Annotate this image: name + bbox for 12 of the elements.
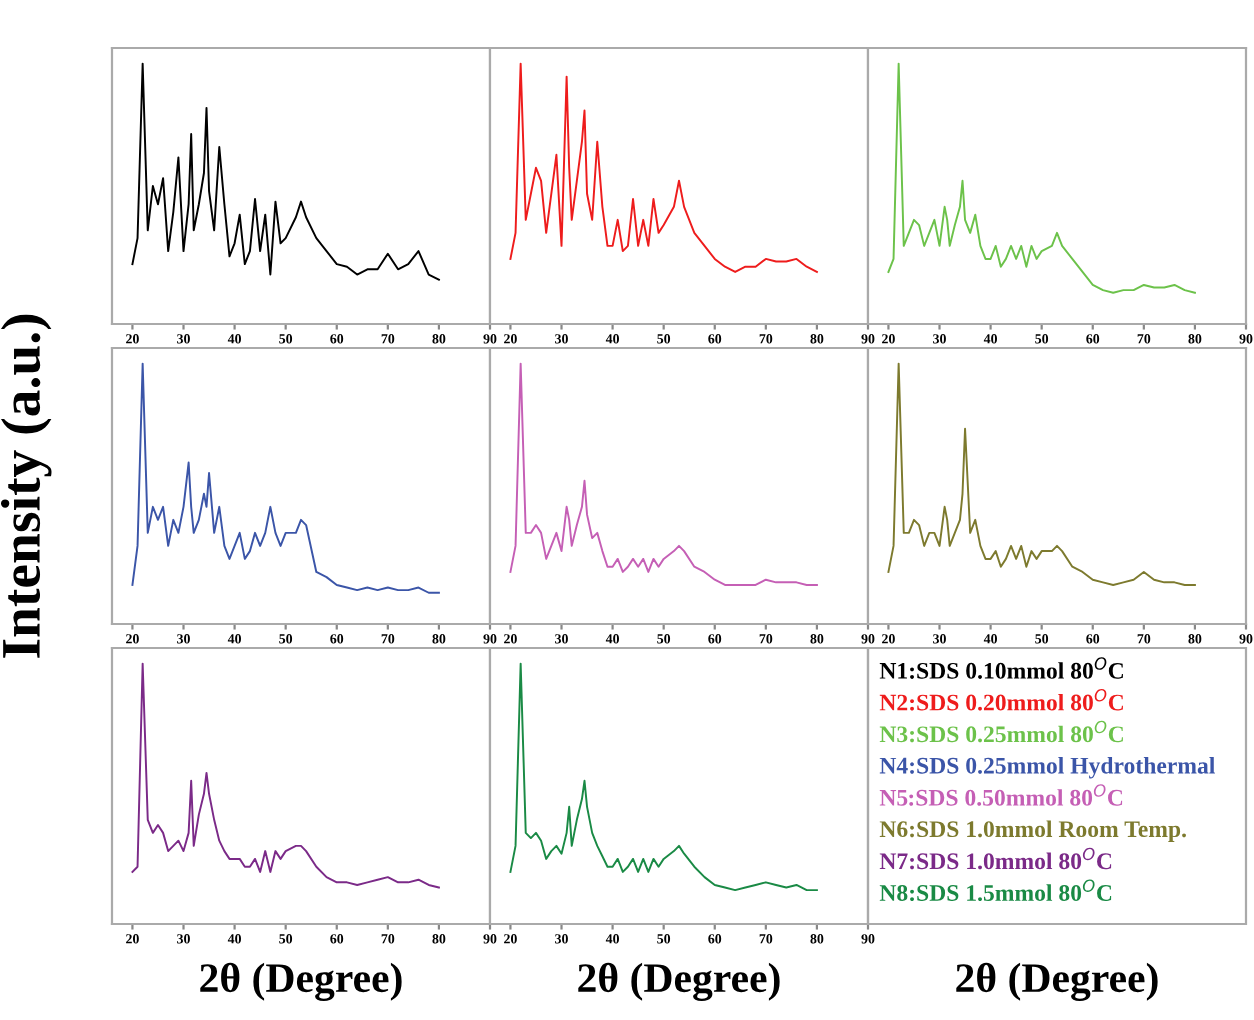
text: N8:SDS 1.5mmol 80$^{O}$C	[879, 879, 1112, 902]
text: N6:SDS 1.0mmol Room Temp.	[879, 820, 1186, 842]
text: 2θ (Degree)	[956, 962, 1158, 1001]
text: N1:SDS 0.10mmol 80$^{O}$C	[879, 657, 1123, 679]
x-axis-title: 2θ (Degree)	[578, 962, 780, 1001]
text: N7:SDS 1.0mmol 80$^{O}$C	[879, 847, 1112, 870]
text: N2:SDS 0.20mmol 80$^{O}$C	[879, 688, 1123, 711]
text: N5:SDS 0.50mmol 80$^{O}$C	[879, 784, 1123, 806]
x-axis-title: 2θ (Degree)	[200, 962, 402, 1001]
y-axis-title: Intensity (a.u.)	[0, 314, 52, 658]
text: N4:SDS 0.25mmol Hydrothermal	[879, 757, 1215, 779]
text: N3:SDS 0.25mmol 80$^{O}$C	[879, 720, 1123, 743]
